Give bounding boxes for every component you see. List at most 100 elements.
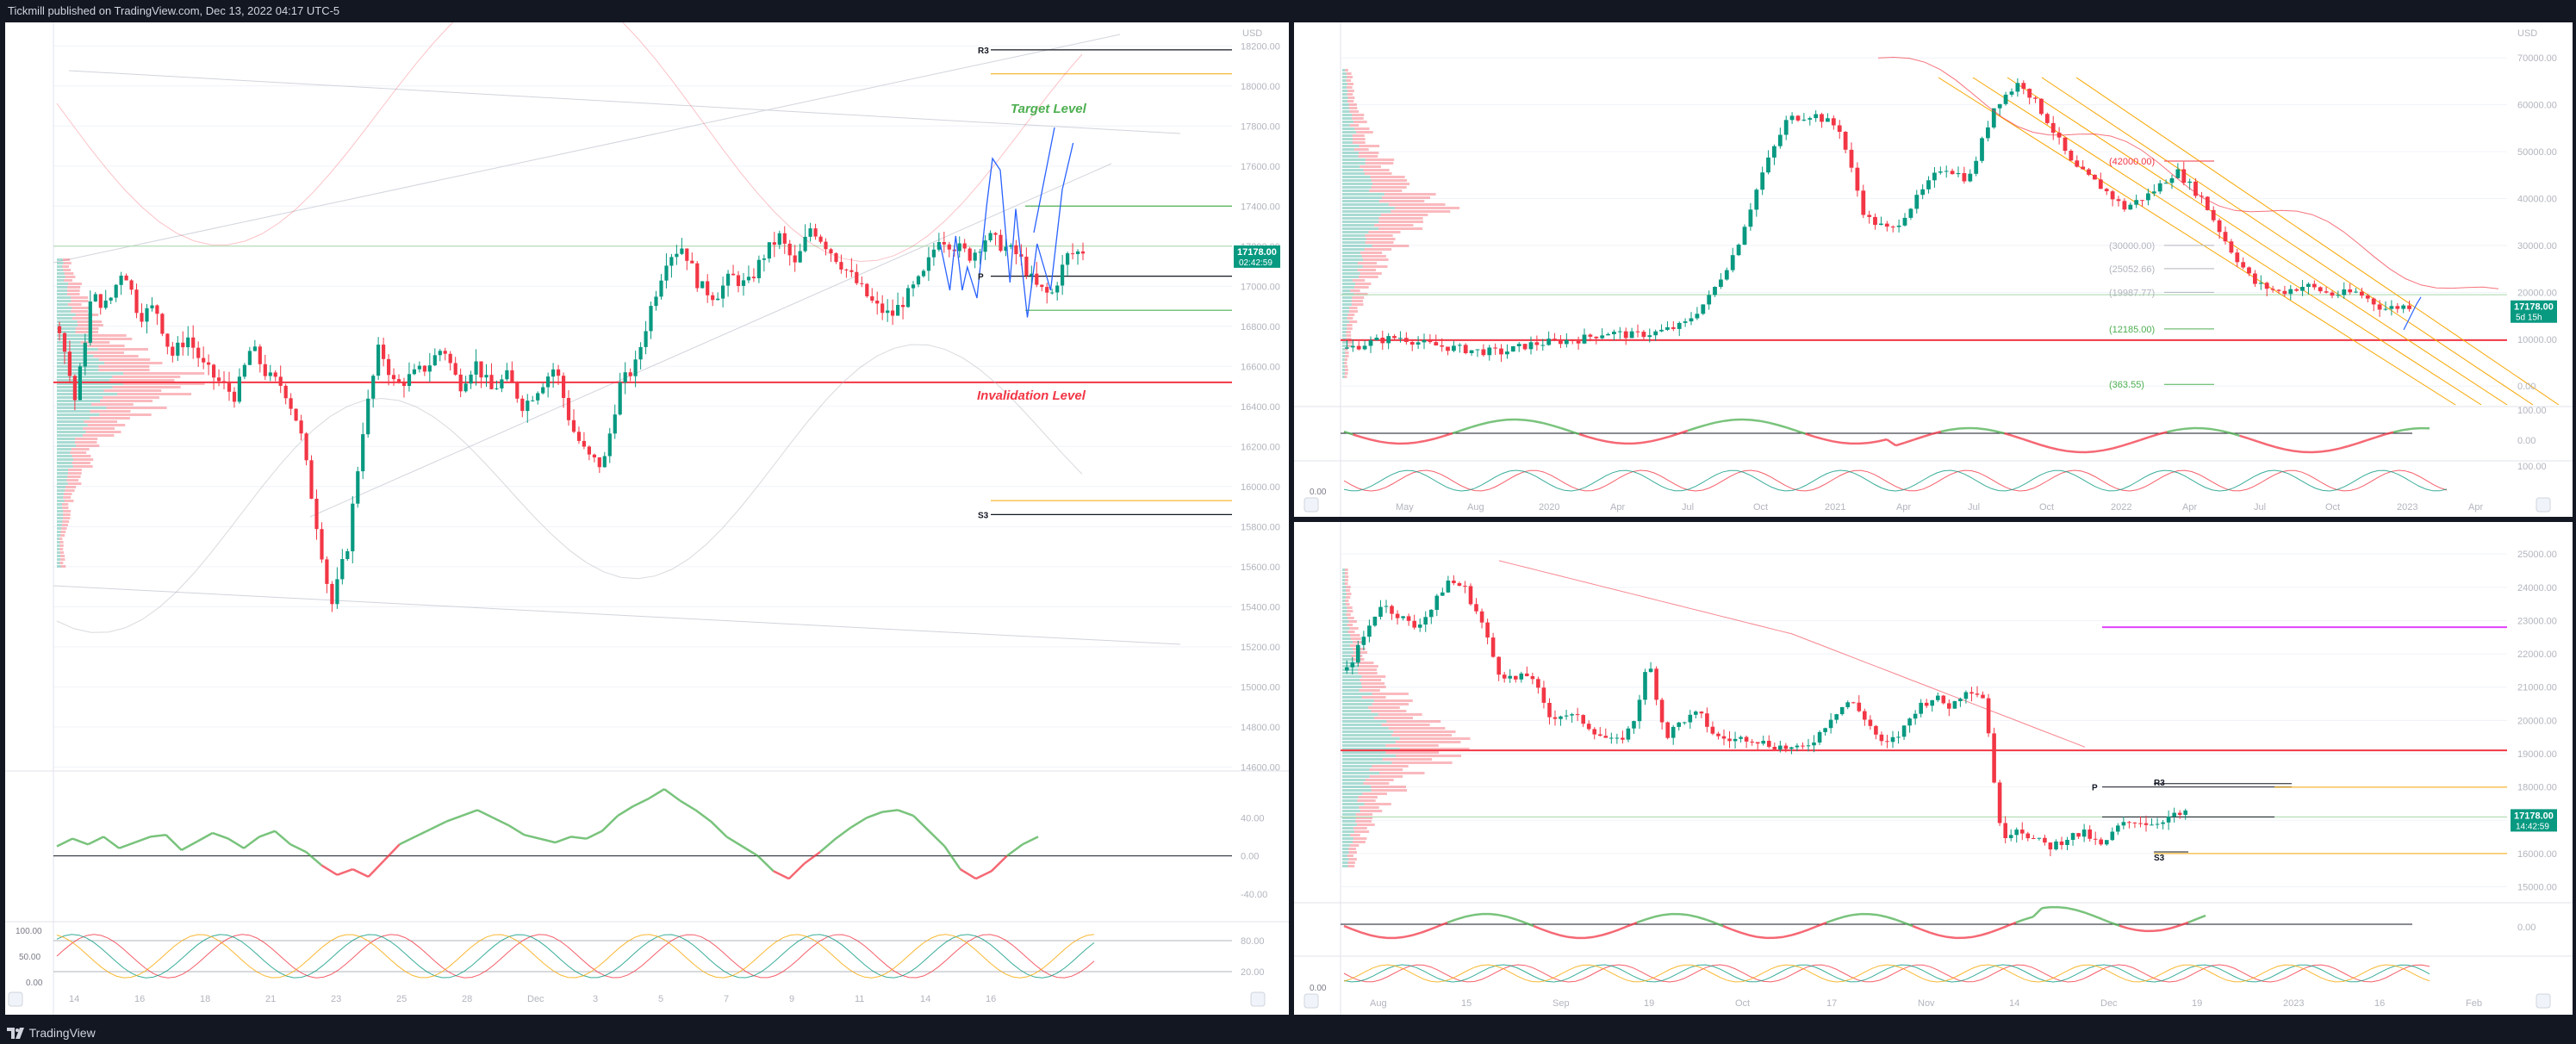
- tr-candle: [1576, 340, 1581, 344]
- tr-candle: [1403, 338, 1409, 342]
- left-candle: [150, 305, 154, 308]
- br-candle: [1552, 717, 1558, 719]
- left-candle: [931, 249, 936, 258]
- tr-vp-down: [1344, 358, 1348, 361]
- tr-osc-segment: [2157, 431, 2168, 436]
- left-candle: [1066, 253, 1070, 265]
- tr-candle: [2401, 305, 2406, 309]
- tr-candle: [1606, 333, 1610, 336]
- tr-candle: [1783, 120, 1789, 135]
- left-candle: [345, 550, 350, 559]
- tr-vp-down: [1364, 248, 1392, 251]
- left-vp-down: [62, 520, 70, 523]
- tr-osc-segment: [1534, 419, 1544, 425]
- br-vp-up: [1342, 854, 1347, 857]
- br-candle: [2014, 830, 2019, 836]
- tr-vp-down: [1344, 372, 1348, 375]
- tr-currency-label: USD: [2517, 28, 2537, 39]
- left-candle: [212, 364, 216, 378]
- tr-level-label: (42000.00): [2109, 157, 2155, 167]
- tr-vp-up: [1342, 314, 1348, 316]
- tr-candle: [1968, 173, 1973, 182]
- left-candle: [160, 314, 165, 334]
- left-vp-up: [57, 475, 68, 478]
- left-osc-segment: [103, 836, 121, 849]
- left-price-tick-label: 18000.00: [1241, 82, 1280, 92]
- tr-candle: [1623, 331, 1628, 339]
- tr-vp-down: [1378, 227, 1423, 230]
- tr-osc-segment: [1578, 432, 1589, 438]
- br-osc-segment: [2007, 921, 2017, 928]
- tr-osc-segment: [1524, 419, 1534, 423]
- left-osc-segment: [928, 830, 946, 848]
- br-candle: [2070, 833, 2075, 840]
- left-vp-up: [57, 300, 72, 302]
- tr-vp-up: [1342, 131, 1357, 134]
- left-candle: [93, 294, 97, 301]
- left-candle: [767, 242, 771, 259]
- tr-candle: [1831, 118, 1836, 126]
- br-candle: [1446, 581, 1451, 593]
- left-vp-down: [90, 410, 131, 413]
- br-candle: [2020, 830, 2025, 834]
- tr-osc-segment: [1606, 440, 1616, 444]
- left-vp-up: [57, 451, 71, 454]
- left-vp-down: [117, 393, 191, 395]
- left-candle: [495, 388, 499, 389]
- left-candle: [1004, 246, 1008, 252]
- left-vp-down: [73, 458, 94, 461]
- left-osc-segment: [134, 836, 151, 844]
- tr-candle: [1884, 223, 1889, 227]
- br-osc-segment: [1998, 924, 2008, 930]
- left-candle: [366, 398, 370, 435]
- tr-candle: [1855, 167, 1860, 191]
- br-osc-segment: [1524, 921, 1534, 928]
- br-candle: [1812, 743, 1816, 746]
- br-stoch-line: [1343, 964, 2430, 983]
- tr-candle: [1629, 331, 1634, 339]
- tr-osc-segment: [2067, 450, 2077, 454]
- left-candle: [1061, 264, 1065, 286]
- br-osc-segment: [1895, 918, 1905, 924]
- br-vp-down: [1386, 720, 1441, 723]
- left-vp-down: [59, 551, 64, 554]
- tr-candle: [1908, 208, 1913, 218]
- br-vp-up: [1342, 751, 1386, 754]
- left-vp-up: [57, 410, 90, 413]
- left-osc-segment: [912, 815, 930, 832]
- left-vp-down: [60, 558, 65, 561]
- br-vp-up: [1342, 600, 1346, 602]
- tr-candle: [2407, 305, 2411, 309]
- tr-date-label: 2022: [2111, 502, 2131, 513]
- br-osc-segment: [1593, 934, 1603, 938]
- br-osc-segment: [1559, 934, 1569, 939]
- br-osc-segment: [2084, 911, 2094, 917]
- br-candle: [1952, 701, 1957, 709]
- br-vp-up: [1342, 806, 1360, 809]
- tr-osc-segment: [1470, 423, 1480, 429]
- tr-osc-segment: [2040, 444, 2050, 449]
- left-candle: [592, 454, 596, 457]
- br-vp-down: [1353, 827, 1367, 830]
- br-vp-down: [1353, 841, 1366, 843]
- tr-candle: [1820, 114, 1824, 122]
- tr-candle: [2193, 181, 2198, 196]
- left-candle: [464, 383, 468, 392]
- br-pivot-label: P: [2092, 784, 2098, 793]
- br-candle: [1834, 714, 1839, 720]
- left-candle: [114, 284, 118, 298]
- tr-vp-up: [1342, 279, 1353, 282]
- br-candle: [2183, 810, 2187, 815]
- left-vp-down: [60, 565, 66, 568]
- br-vp-up: [1342, 699, 1374, 702]
- left-vp-down: [72, 317, 91, 320]
- tr-vp-up: [1342, 358, 1345, 361]
- left-vp-down: [67, 482, 82, 485]
- left-candle: [562, 376, 566, 398]
- tr-vp-down: [1344, 376, 1347, 378]
- tr-osc-segment: [2392, 429, 2403, 433]
- left-candle: [1050, 292, 1055, 294]
- br-osc-segment: [2093, 915, 2103, 921]
- tr-countdown: 5d 15h: [2516, 314, 2542, 323]
- br-candle: [1969, 692, 1974, 694]
